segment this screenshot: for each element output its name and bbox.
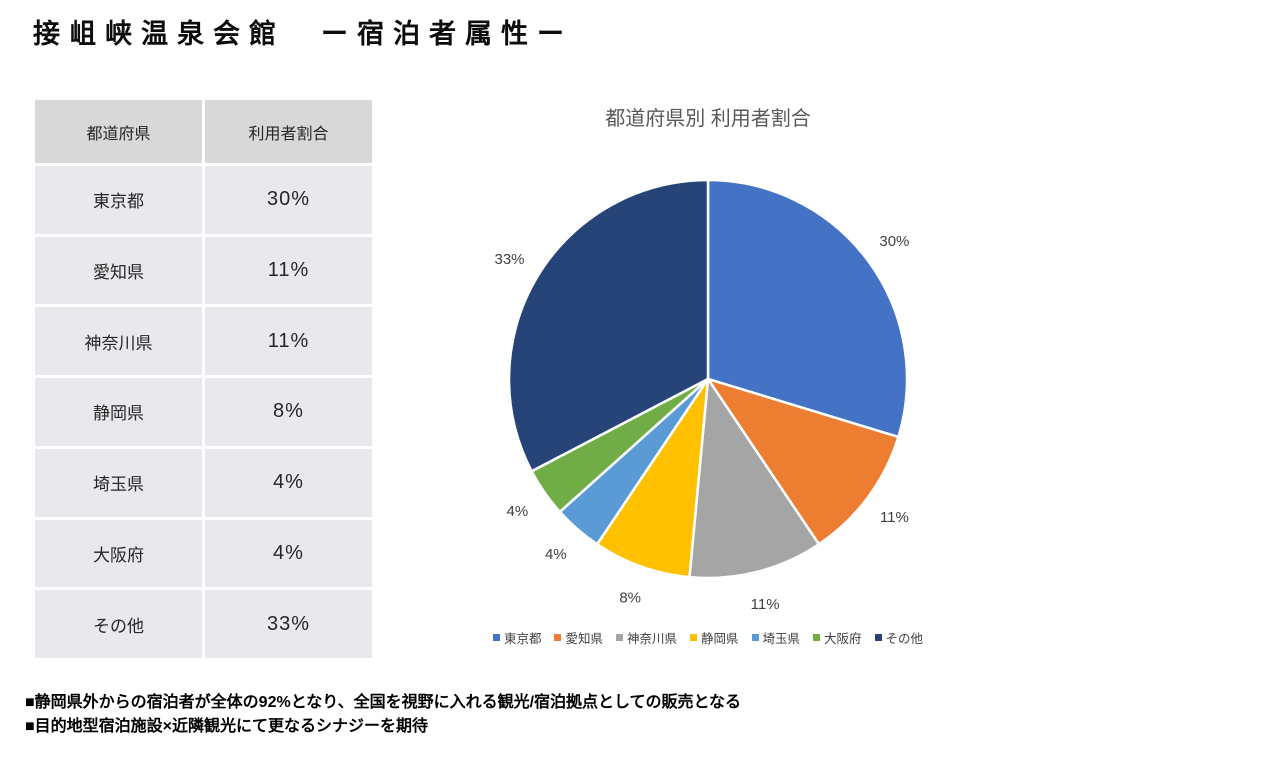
- legend-item: その他: [874, 628, 924, 647]
- legend-label: 東京都: [503, 632, 542, 646]
- legend-color-marker: [554, 634, 562, 641]
- pie-data-label: 30%: [879, 233, 909, 250]
- legend-label: その他: [885, 632, 924, 646]
- legend-color-marker: [813, 634, 821, 641]
- pie-chart: 30% 11% 11% 8% 4% 4% 33%: [494, 178, 909, 613]
- prefecture-table: 都道府県 利用者割合 東京都 30% 愛知県 11% 神奈川県 11% 静岡県 8% 埼玉県 4% 大阪…: [35, 100, 372, 658]
- pie-slice-2: [706, 377, 900, 546]
- table-header-cell: 都道府県: [35, 100, 202, 163]
- legend-color-marker: [751, 634, 759, 641]
- legend-item: 東京都: [492, 628, 542, 647]
- table-cell-prefecture: 神奈川県: [35, 307, 202, 376]
- legend-color-marker: [689, 634, 697, 641]
- legend-label: 神奈川県: [626, 632, 677, 646]
- page-title: 接岨峡温泉会館 ー宿泊者属性ー: [33, 19, 573, 49]
- legend-color-marker: [874, 634, 882, 641]
- legend-item: 埼玉県: [751, 628, 801, 647]
- legend-item: 愛知県: [554, 628, 603, 647]
- pie-data-label: 33%: [494, 251, 524, 268]
- legend-color-marker: [615, 634, 623, 641]
- legend-label: 静岡県: [700, 632, 739, 646]
- legend-label: 埼玉県: [762, 632, 801, 646]
- table-cell-ratio: 11%: [205, 236, 372, 305]
- pie-chart-legend: 東京都 愛知県 神奈川県 静岡県 埼玉県 大阪府 その他: [448, 628, 968, 647]
- table-cell-ratio: 8%: [205, 378, 372, 446]
- pie-data-label: 4%: [545, 546, 567, 563]
- pie-data-label: 4%: [507, 503, 529, 520]
- legend-item: 大阪府: [813, 628, 862, 647]
- pie-slice-1: [706, 178, 909, 439]
- table-cell-prefecture: 東京都: [35, 166, 202, 234]
- table-cell-prefecture: 愛知県: [35, 236, 202, 305]
- table-cell-prefecture: 埼玉県: [35, 448, 202, 517]
- pie-slice-3: [688, 377, 821, 580]
- pie-data-label: 11%: [751, 596, 780, 613]
- table-cell-prefecture: 静岡県: [35, 378, 202, 446]
- legend-label: 愛知県: [565, 632, 603, 646]
- note-line: ■目的地型宿泊施設×近隣観光にて更なるシナジーを期待: [25, 718, 429, 735]
- table-cell-ratio: 4%: [205, 448, 372, 517]
- table-header-cell: 利用者割合: [205, 100, 372, 163]
- table-cell-prefecture: 大阪府: [35, 519, 202, 588]
- table-cell-ratio: 33%: [205, 590, 372, 658]
- pie-slice-4: [595, 377, 710, 579]
- pie-data-label: 11%: [880, 509, 909, 526]
- table-cell-ratio: 4%: [205, 519, 372, 588]
- table-cell-ratio: 30%: [205, 166, 372, 234]
- table-cell-prefecture: その他: [35, 590, 202, 658]
- pie-data-label: 8%: [619, 590, 641, 607]
- footer-notes: ■静岡県外からの宿泊者が全体の92%となり、全国を視野に入れる観光/宿泊拠点とし…: [25, 691, 741, 739]
- legend-label: 大阪府: [824, 632, 862, 646]
- table-cell-ratio: 11%: [205, 307, 372, 376]
- legend-item: 静岡県: [689, 628, 739, 647]
- pie-chart-title: 都道府県別 利用者割合: [605, 108, 811, 130]
- legend-color-marker: [492, 634, 500, 641]
- legend-item: 神奈川県: [615, 628, 677, 647]
- note-line: ■静岡県外からの宿泊者が全体の92%となり、全国を視野に入れる観光/宿泊拠点とし…: [25, 694, 742, 711]
- pie-slice-7: [507, 178, 710, 473]
